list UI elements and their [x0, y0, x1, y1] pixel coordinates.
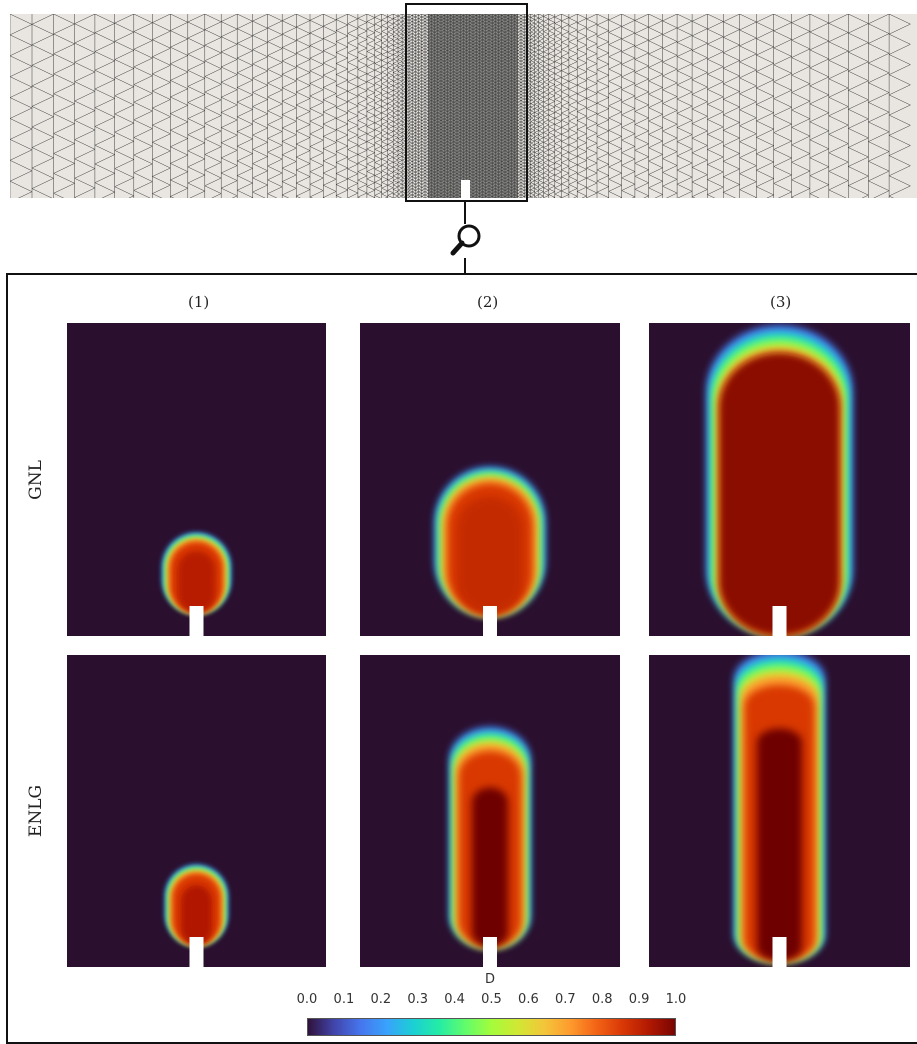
column-label-3: (3)	[770, 293, 792, 311]
colorbar-title: D	[485, 972, 496, 987]
colorbar-tick-label: 0.6	[518, 992, 539, 1007]
colorbar-gradient	[307, 1018, 676, 1036]
mesh-overview	[9, 0, 917, 218]
zoom-region-box	[405, 3, 528, 202]
panel-enlg-3	[649, 655, 910, 967]
colorbar-tick-label: 0.0	[296, 992, 318, 1007]
colorbar-tick-label: 1.0	[665, 992, 687, 1007]
colorbar-tick-label: 0.9	[628, 992, 650, 1007]
panel-enlg-2-svg	[450, 727, 530, 967]
colorbar-tick-label: 0.2	[370, 992, 392, 1007]
zoom-connector-top	[464, 202, 466, 224]
colorbar-tick-label: 0.7	[554, 992, 576, 1007]
panel-gnl-1-svg	[162, 533, 231, 636]
zoom-frame	[6, 273, 917, 1044]
row-label-gnl: GNL	[26, 460, 46, 500]
panel-gnl-1	[67, 323, 326, 636]
column-label-1: (1)	[188, 293, 210, 311]
row-label-enlg: ENLG	[26, 784, 46, 838]
panel-gnl-2	[360, 323, 620, 636]
panel-enlg-1	[67, 655, 326, 967]
panel-gnl-2-svg	[435, 467, 545, 636]
panel-enlg-2	[360, 655, 620, 967]
panel-gnl-3	[649, 323, 910, 636]
column-label-2: (2)	[477, 293, 499, 311]
colorbar-tick-label: 0.8	[591, 992, 613, 1007]
panel-enlg-1-svg	[165, 865, 228, 967]
colorbar-tick-label: 0.1	[333, 992, 355, 1007]
colorbar-ticks: 0.0 0.1 0.2 0.3 0.4 0.5 0.6 0.7 0.8 0.9 1.0	[296, 992, 687, 1010]
colorbar-tick-label: 0.5	[481, 992, 502, 1007]
panel-enlg-3-svg	[734, 655, 825, 967]
colorbar-tick-label: 0.3	[407, 992, 429, 1007]
colorbar-tick-label: 0.4	[444, 992, 465, 1007]
panel-gnl-3-svg	[706, 325, 853, 636]
zoom-connector-bottom	[464, 258, 466, 273]
mesh-svg	[9, 0, 917, 218]
magnifier-icon	[449, 222, 483, 258]
